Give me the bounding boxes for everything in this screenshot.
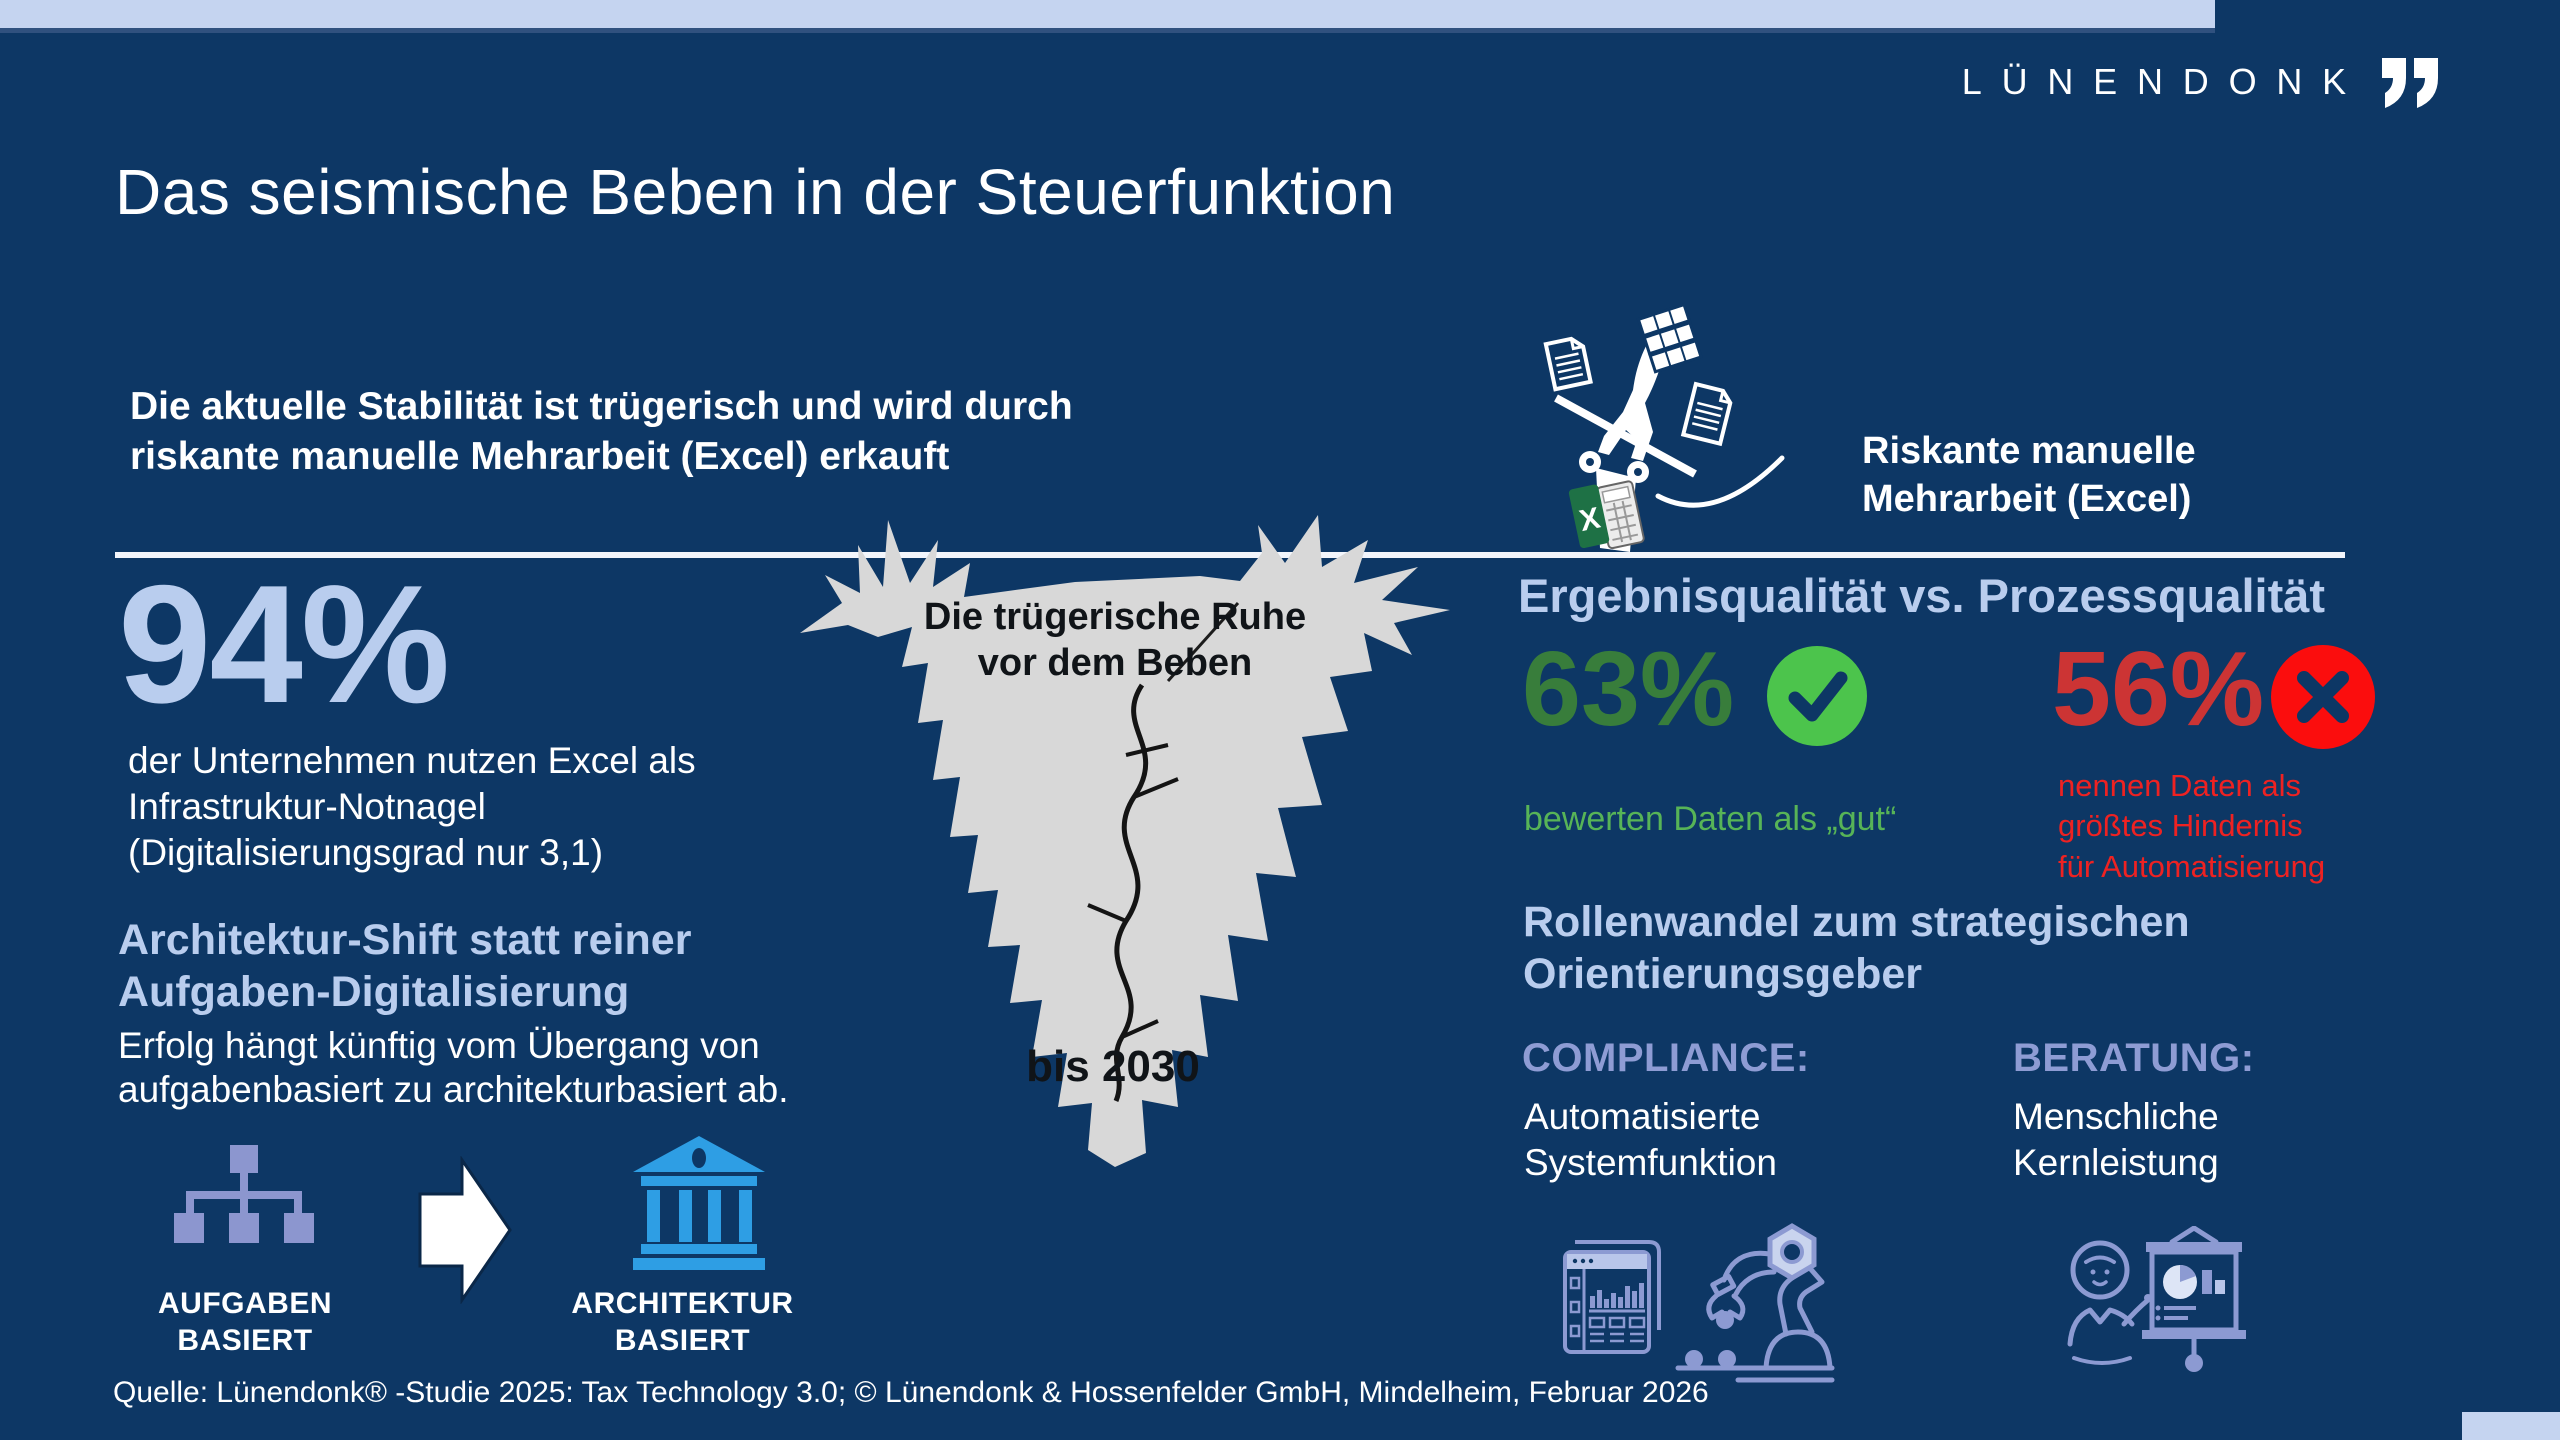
- beratung-body: Menschliche Kernleistung: [2013, 1096, 2219, 1184]
- stat-94-description: der Unternehmen nutzen Excel als Infrast…: [128, 740, 696, 873]
- stat-94-value: 94%: [118, 550, 450, 738]
- ground-line: [115, 552, 2345, 558]
- stat-56-value: 56%: [2052, 630, 2265, 748]
- source-line: Quelle: Lünendonk® -Studie 2025: Tax Tec…: [113, 1376, 1709, 1409]
- architecture-building-icon: [633, 1136, 765, 1270]
- brand-logo: LÜNENDONK: [1962, 56, 2442, 110]
- compliance-body: Automatisierte Systemfunktion: [1524, 1096, 1777, 1184]
- stat-63-value: 63%: [1522, 630, 1735, 748]
- brand-logo-text: LÜNENDONK: [1961, 61, 2366, 102]
- transition-arrow-icon: [418, 1156, 512, 1304]
- compliance-label: COMPLIANCE:: [1522, 1036, 1810, 1080]
- beratung-label: BERATUNG:: [2013, 1036, 2255, 1080]
- cross-circle-icon: [2271, 645, 2375, 749]
- architecture-shift-heading: Architektur-Shift statt reiner Aufgaben-…: [118, 916, 692, 1017]
- iceberg-title: Die trügerische Ruhe vor dem Beben: [923, 596, 1307, 685]
- check-circle-icon: [1767, 646, 1867, 746]
- balance-person-excel-icon: X: [1543, 302, 1785, 552]
- intro-statement: Die aktuelle Stabilität ist trügerisch u…: [130, 385, 1073, 478]
- page-title: Das seismische Beben in der Steuerfunkti…: [115, 155, 1396, 228]
- iceberg-deadline: bis 2030: [1026, 1042, 1200, 1091]
- quality-heading: Ergebnisqualität vs. Prozessqualität: [1518, 569, 2326, 622]
- top-accent-strip: [0, 0, 2215, 28]
- label-aufgaben-basiert: AUFGABEN BASIERT: [158, 1287, 332, 1357]
- label-architektur-basiert: ARCHITEKTUR BASIERT: [571, 1287, 794, 1357]
- org-chart-icon: [174, 1145, 314, 1243]
- architecture-shift-body: Erfolg hängt künftig vom Übergang von au…: [118, 1025, 789, 1111]
- balance-label: Riskante manuelle Mehrarbeit (Excel): [1862, 430, 2196, 520]
- stat-63-label: bewerten Daten als „gut“: [1524, 800, 1897, 838]
- robot-arm-icon: [1675, 1223, 1835, 1383]
- quote-mark-icon: [2382, 58, 2438, 108]
- presenter-icon: [2067, 1226, 2246, 1372]
- bottom-corner-accent: [2462, 1412, 2560, 1440]
- dashboard-icon: [1563, 1240, 1661, 1354]
- iceberg-crack-graphic: [800, 515, 1450, 1167]
- stat-56-label: nennen Daten als größtes Hindernis für A…: [2058, 768, 2326, 884]
- role-change-heading: Rollenwandel zum strategischen Orientier…: [1523, 898, 2190, 999]
- top-accent-strip-edge: [0, 28, 2215, 33]
